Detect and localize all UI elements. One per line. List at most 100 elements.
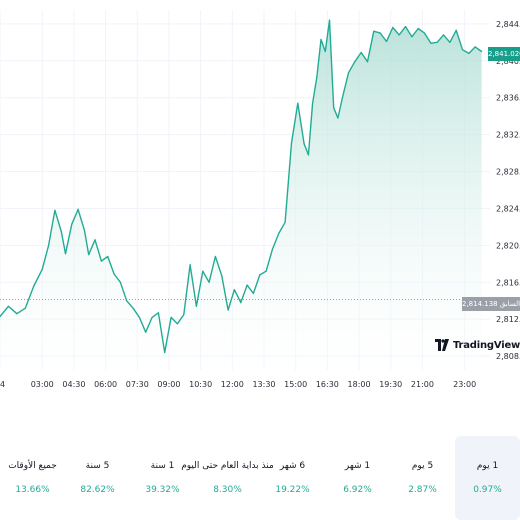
y-tick-label: 2,812.000 [496, 315, 520, 324]
tradingview-brand[interactable]: TradingView [435, 336, 520, 354]
period-6m[interactable]: 6 شهر 19.22% [260, 436, 325, 520]
x-tick-label: 21:00 [411, 380, 434, 389]
price-chart[interactable]: 2,844.000 2,840.000 2,836.000 2,832.000 2,82… [0, 0, 520, 400]
price-point [385, 40, 388, 43]
period-change: 39.32% [145, 485, 180, 495]
price-point [208, 281, 210, 283]
price-point [164, 351, 166, 354]
period-label: 6 شهر [279, 461, 306, 471]
period-all[interactable]: جميع الأوقات 13.66% [0, 436, 65, 520]
price-point [33, 285, 35, 287]
y-tick-label: 2,824.000 [496, 204, 520, 213]
price-point [392, 26, 394, 29]
price-point [265, 270, 267, 272]
price-point [284, 221, 286, 223]
period-1d[interactable]: 1 يوم 0.97% [455, 436, 520, 520]
price-point [259, 274, 261, 276]
price-point [354, 61, 356, 63]
x-tick-label: 03:00 [31, 380, 54, 389]
y-tick-label: 2,820.000 [496, 241, 520, 250]
x-tick-label: 15:00 [284, 380, 307, 389]
price-point [157, 312, 159, 314]
period-1y[interactable]: 1 سنة 39.32% [130, 436, 195, 520]
x-tick-label: 12:00 [221, 380, 244, 389]
x-tick-label: 4 [0, 380, 5, 389]
chart-canvas[interactable]: 2,844.000 2,840.000 2,836.000 2,832.000 2,82… [0, 0, 520, 400]
price-area [0, 20, 482, 370]
period-5d[interactable]: 5 يوم 2.87% [390, 436, 455, 520]
price-point [138, 316, 140, 318]
x-tick-label: 18:00 [348, 380, 371, 389]
price-point [417, 27, 419, 30]
price-point [170, 316, 172, 318]
y-tick-label: 2,840.000 [496, 57, 520, 66]
price-point [94, 239, 96, 241]
price-point [132, 307, 134, 309]
period-label: منذ بداية العام حتى اليوم [181, 461, 274, 471]
price-point [60, 230, 62, 233]
x-tick-label: 13:30 [252, 380, 275, 389]
price-point [455, 29, 457, 31]
period-1m[interactable]: 1 شهر 6.92% [325, 436, 390, 520]
y-tick-label: 2,832.000 [496, 131, 520, 140]
price-point [373, 30, 375, 32]
price-point [151, 316, 153, 318]
price-point [24, 307, 26, 309]
price-point [189, 264, 191, 266]
x-tick-label: 23:00 [453, 380, 476, 389]
price-point [307, 154, 309, 156]
brand-name: TradingView [453, 339, 520, 351]
price-point [423, 32, 426, 34]
price-point [337, 117, 339, 119]
price-point [324, 50, 326, 53]
price-point [113, 273, 115, 275]
price-point [312, 102, 314, 104]
price-point [145, 331, 147, 333]
price-point [183, 314, 185, 316]
price-point [119, 281, 121, 283]
x-tick-label: 07:30 [126, 380, 149, 389]
period-ytd[interactable]: منذ بداية العام حتى اليوم 8.30% [181, 436, 274, 520]
tradingview-logo-icon [435, 339, 449, 351]
price-point [107, 255, 109, 258]
period-5y[interactable]: 5 سنة 82.62% [65, 436, 130, 520]
price-point [214, 255, 216, 258]
price-point [404, 26, 407, 28]
price-point [379, 32, 381, 34]
period-change: 8.30% [213, 485, 242, 495]
y-tick-label: 2,836.000 [496, 94, 520, 103]
price-point [77, 208, 79, 210]
price-point [436, 41, 438, 43]
previous-close-badge: الإغلاق السابق 2,814.138 [462, 297, 520, 311]
x-tick-label: 04:30 [62, 380, 85, 389]
price-point [240, 302, 242, 304]
price-point [64, 253, 67, 255]
price-point [474, 46, 476, 48]
price-point [290, 142, 293, 144]
period-label: 5 يوم [411, 461, 434, 471]
price-point [271, 248, 274, 250]
price-point [202, 270, 204, 272]
price-point [71, 223, 73, 225]
price-point [398, 34, 400, 36]
price-point [316, 76, 318, 78]
price-point [341, 98, 343, 100]
price-point [278, 232, 280, 234]
period-label: 1 شهر [344, 461, 371, 471]
y-tick-label: 2,816.000 [496, 278, 520, 287]
x-tick-label: 10:30 [189, 380, 212, 389]
price-point [442, 34, 445, 36]
price-point [41, 268, 43, 270]
period-change: 19.22% [275, 485, 310, 495]
price-point [54, 209, 56, 211]
price-point [449, 41, 451, 43]
price-point [411, 36, 413, 38]
price-point [468, 52, 470, 55]
period-selector: 1 يوم 0.97% 5 يوم 2.87% 1 شهر 6.92% 6 شه… [0, 436, 520, 520]
period-label: جميع الأوقات [8, 461, 57, 471]
price-point [195, 305, 197, 307]
price-point [333, 107, 335, 109]
price-point [347, 72, 350, 74]
price-point [328, 19, 331, 21]
period-label: 1 سنة [150, 461, 175, 471]
